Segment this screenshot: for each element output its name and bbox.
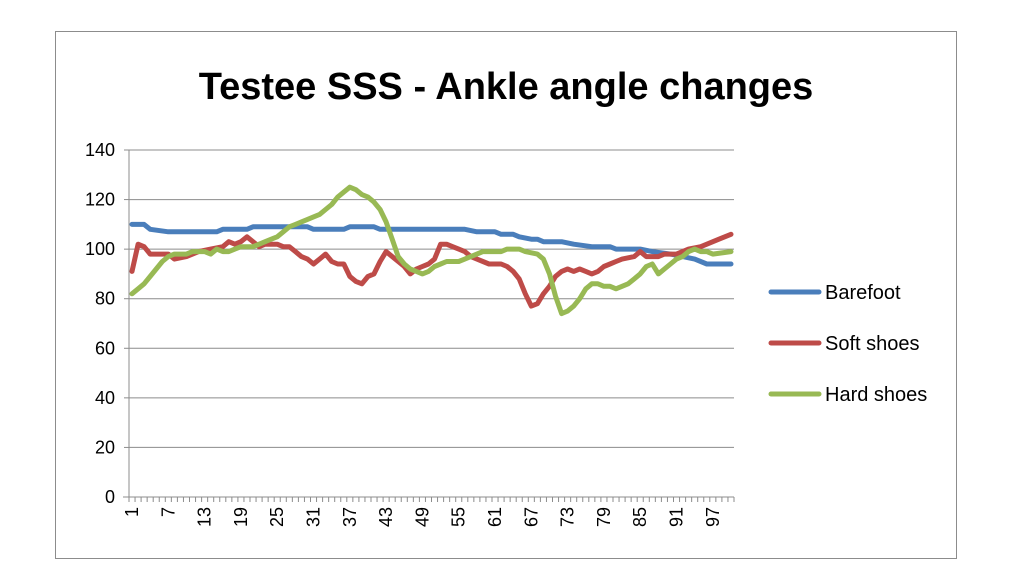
x-tick-label: 91 bbox=[667, 507, 687, 527]
x-tick-label: 19 bbox=[231, 507, 251, 527]
series-line-soft-shoes bbox=[129, 231, 734, 309]
x-tick-label: 13 bbox=[195, 507, 215, 527]
y-tick-label: 40 bbox=[95, 388, 115, 408]
y-tick-label: 0 bbox=[105, 487, 115, 507]
x-tick-label: 31 bbox=[304, 507, 324, 527]
y-tick-labels: 0 20 40 60 80 100 120 140 bbox=[85, 140, 115, 507]
x-tick-label: 73 bbox=[558, 507, 578, 527]
chart-frame: Testee SSS - Ankle angle changes 0 20 40 60… bbox=[55, 31, 957, 559]
x-tick-label: 49 bbox=[412, 507, 432, 527]
series-lines bbox=[129, 184, 734, 317]
x-tick-label: 67 bbox=[521, 507, 541, 527]
y-tick-label: 120 bbox=[85, 190, 115, 210]
y-tick-label: 100 bbox=[85, 239, 115, 259]
y-tick-label: 140 bbox=[85, 140, 115, 160]
y-tick-label: 60 bbox=[95, 338, 115, 358]
axes bbox=[123, 149, 735, 502]
y-tick-label: 80 bbox=[95, 289, 115, 309]
x-tick-labels: 1 7 13 19 25 31 37 43 49 55 61 67 73 79 85 91 97 bbox=[122, 507, 723, 527]
x-tick-label: 1 bbox=[122, 507, 142, 517]
chart-svg: Testee SSS - Ankle angle changes 0 20 40 60… bbox=[85, 66, 927, 527]
series-line-hard-shoes bbox=[129, 184, 734, 317]
legend-label: Hard shoes bbox=[825, 384, 927, 406]
x-tick-label: 61 bbox=[485, 507, 505, 527]
x-tick-label: 79 bbox=[594, 507, 614, 527]
legend: Barefoot Soft shoes Hard shoes bbox=[768, 282, 927, 406]
x-tick-label: 25 bbox=[267, 507, 287, 527]
series-line-barefoot bbox=[129, 221, 734, 267]
x-tick-label: 97 bbox=[703, 507, 723, 527]
x-tick-label: 43 bbox=[376, 507, 396, 527]
y-tick-label: 20 bbox=[95, 437, 115, 457]
x-tick-label: 85 bbox=[630, 507, 650, 527]
chart-title: Testee SSS - Ankle angle changes bbox=[199, 66, 814, 108]
legend-label: Soft shoes bbox=[825, 333, 920, 355]
x-tick-label: 55 bbox=[449, 507, 469, 527]
grid-lines bbox=[129, 149, 734, 448]
legend-label: Barefoot bbox=[825, 282, 901, 304]
x-tick-label: 37 bbox=[340, 507, 360, 527]
x-tick-label: 7 bbox=[158, 507, 178, 517]
